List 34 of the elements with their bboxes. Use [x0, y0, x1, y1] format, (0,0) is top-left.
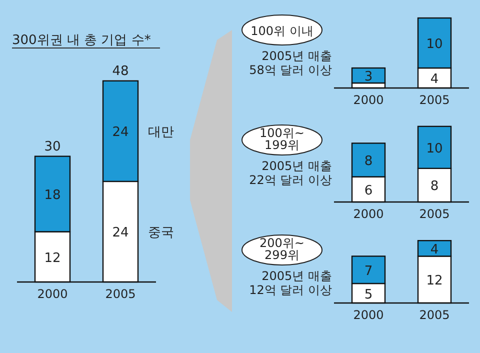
x-tick-label: 2000 [353, 308, 384, 322]
text: 2005년 매출 22억 달러 이상 [249, 159, 332, 187]
data-label: 10 [426, 141, 443, 156]
data-label: 8 [430, 179, 439, 194]
series-label: 대만 [148, 125, 174, 140]
data-label: 18 [44, 188, 61, 204]
data-label: 12 [44, 250, 61, 266]
data-label: 4 [430, 72, 439, 87]
x-tick-label: 2005 [419, 308, 450, 322]
data-label: 4 [430, 242, 439, 258]
data-label: 5 [364, 287, 373, 302]
text: 100위~ 199위 [260, 126, 304, 152]
data-label: 24 [112, 125, 129, 140]
text: 100위 이내 [250, 24, 314, 38]
data-label: 12 [426, 274, 443, 289]
x-tick-label: 2000 [353, 207, 384, 221]
text: 2005년 매출 58억 달러 이상 [249, 49, 332, 77]
x-tick-label: 2000 [353, 93, 384, 107]
text: 2005년 매출 12억 달러 이상 [249, 269, 332, 297]
chart-title: 300위권 내 총 기업 수* [12, 33, 152, 48]
total-label: 30 [44, 139, 61, 154]
x-tick-label: 2005 [419, 93, 450, 107]
total-label: 48 [112, 64, 129, 79]
data-label: 7 [364, 264, 373, 279]
data-label: 6 [364, 183, 373, 198]
data-label: 10 [426, 37, 443, 52]
series-label: 중국 [148, 226, 174, 241]
x-tick-label: 2005 [419, 207, 450, 221]
data-label: 24 [112, 226, 129, 241]
x-tick-label: 2000 [37, 287, 68, 301]
chart-title: 200위~ 299위 [260, 236, 304, 262]
data-label: 8 [364, 154, 373, 169]
x-tick-label: 2005 [105, 287, 136, 301]
data-label: 3 [364, 70, 373, 84]
